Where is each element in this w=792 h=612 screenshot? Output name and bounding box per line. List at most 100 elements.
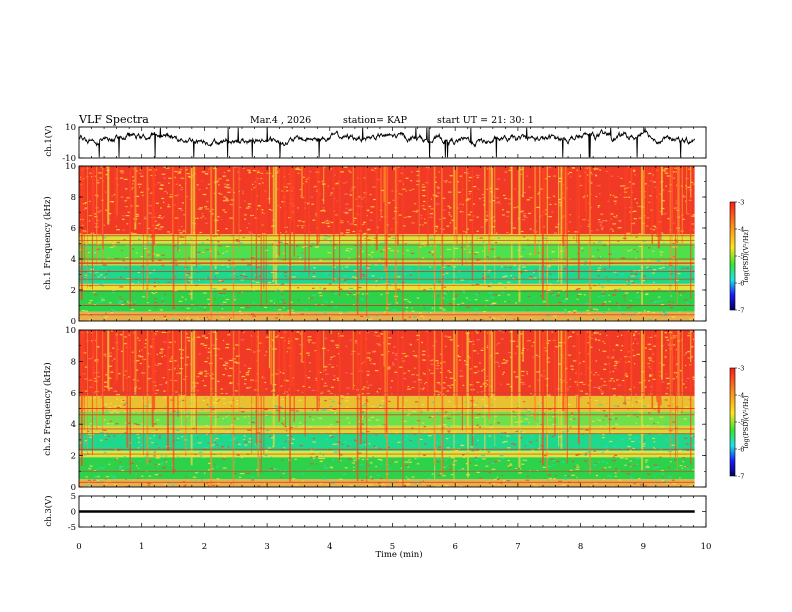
speckle-mark	[660, 304, 664, 306]
speckle-mark	[329, 241, 332, 243]
speckle-mark	[401, 238, 403, 240]
speckle-mark	[375, 285, 378, 287]
speckle-mark	[558, 480, 562, 482]
speckle-mark	[370, 211, 373, 214]
speckle-mark	[579, 397, 582, 399]
speckle-mark	[482, 415, 484, 417]
speckle-mark	[332, 431, 336, 434]
speckle-mark	[182, 230, 186, 232]
sferic-streak	[577, 166, 580, 279]
speckle-mark	[610, 194, 612, 196]
speckle-mark	[311, 409, 314, 411]
speckle-mark	[568, 386, 572, 388]
speckle-mark	[576, 295, 580, 297]
speckle-mark	[146, 378, 151, 380]
speckle-mark	[448, 212, 451, 214]
speckle-mark	[644, 183, 647, 185]
speckle-mark	[416, 334, 420, 337]
speckle-mark	[667, 218, 670, 220]
speckle-mark	[281, 459, 283, 461]
speckle-mark	[344, 400, 349, 402]
speckle-mark	[299, 257, 302, 259]
speckle-mark	[154, 227, 158, 229]
speckle-mark	[631, 223, 635, 225]
speckle-mark	[423, 200, 426, 203]
speckle-mark	[222, 209, 225, 211]
speckle-mark	[346, 345, 348, 347]
sferic-streak	[289, 330, 291, 482]
speckle-mark	[549, 456, 553, 459]
speckle-mark	[89, 436, 92, 438]
speckle-mark	[554, 346, 558, 348]
speckle-mark	[233, 472, 237, 475]
speckle-mark	[536, 470, 539, 472]
speckle-mark	[451, 459, 455, 461]
speckle-mark	[449, 175, 453, 177]
speckle-mark	[523, 213, 527, 215]
speckle-mark	[582, 433, 584, 435]
speckle-mark	[332, 430, 336, 432]
speckle-mark	[225, 368, 227, 370]
speckle-mark	[238, 310, 242, 312]
speckle-mark	[503, 480, 506, 482]
speckle-mark	[486, 211, 488, 213]
speckle-mark	[361, 223, 365, 225]
speckle-mark	[85, 442, 88, 445]
speckle-mark	[336, 182, 339, 184]
speckle-mark	[84, 378, 88, 380]
speckle-mark	[530, 228, 532, 230]
speckle-mark	[144, 343, 147, 345]
speckle-mark	[160, 217, 163, 219]
speckle-mark	[488, 270, 491, 272]
speckle-mark	[210, 406, 214, 408]
speckle-mark	[161, 264, 165, 266]
speckle-mark	[126, 301, 129, 303]
speckle-mark	[135, 195, 140, 197]
speckle-mark	[415, 269, 418, 271]
speckle-mark	[105, 191, 107, 193]
speckle-mark	[545, 178, 547, 180]
speckle-mark	[687, 168, 691, 170]
speckle-mark	[111, 310, 113, 312]
speckle-mark	[672, 177, 675, 179]
speckle-mark	[201, 212, 204, 215]
speckle-mark	[250, 476, 254, 478]
speckle-mark	[500, 338, 504, 340]
speckle-mark	[598, 386, 603, 388]
speckle-mark	[198, 253, 200, 255]
speckle-mark	[339, 220, 344, 222]
speckle-mark	[598, 404, 603, 406]
speckle-mark	[562, 266, 565, 268]
speckle-mark	[257, 485, 261, 487]
speckle-mark	[94, 213, 96, 215]
speckle-mark	[373, 170, 376, 172]
speckle-mark	[638, 287, 642, 289]
speckle-mark	[438, 171, 441, 173]
speckle-mark	[248, 387, 250, 389]
speckle-mark	[597, 249, 599, 251]
speckle-mark	[673, 335, 677, 337]
speckle-mark	[234, 390, 238, 392]
speckle-mark	[316, 411, 318, 413]
speckle-mark	[438, 446, 442, 448]
speckle-mark	[299, 445, 303, 447]
speckle-mark	[650, 228, 653, 230]
speckle-mark	[159, 384, 163, 386]
speckle-mark	[218, 287, 222, 289]
speckle-mark	[364, 238, 366, 240]
speckle-mark	[265, 388, 268, 390]
sferic-streak	[107, 166, 110, 224]
speckle-mark	[135, 424, 140, 426]
speckle-mark	[380, 293, 383, 296]
speckle-mark	[158, 463, 161, 465]
speckle-mark	[155, 429, 158, 431]
speckle-mark	[422, 350, 426, 352]
speckle-mark	[666, 290, 671, 292]
speckle-mark	[375, 466, 378, 468]
speckle-mark	[614, 196, 618, 198]
speckle-mark	[625, 375, 628, 378]
speckle-mark	[175, 195, 177, 197]
speckle-mark	[160, 184, 164, 186]
speckle-mark	[204, 306, 206, 308]
speckle-mark	[283, 447, 285, 449]
